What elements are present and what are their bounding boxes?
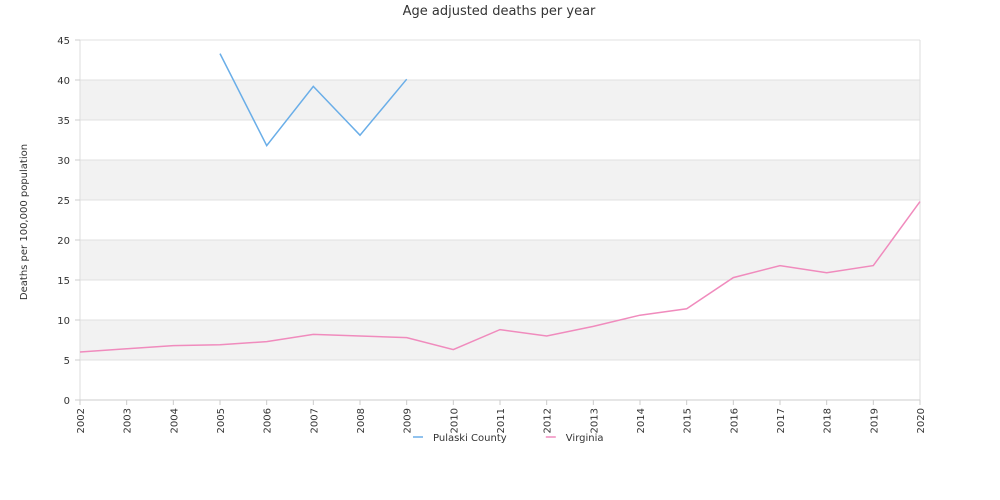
grid-band [80, 240, 920, 280]
grid-band [80, 320, 920, 360]
grid-band [80, 280, 920, 320]
x-tick-label: 2007 [309, 408, 320, 433]
grid-band [80, 40, 920, 80]
x-tick-label: 2009 [403, 408, 414, 433]
y-axis-ticks: 0 5 10 15 20 25 30 35 40 45 [57, 36, 80, 407]
x-tick-label: 2010 [449, 408, 460, 433]
y-tick-label: 10 [57, 316, 70, 327]
series-line-virginia [79, 201, 921, 353]
chart-title: Age adjusted deaths per year [403, 4, 596, 19]
x-tick-label: 2008 [356, 408, 367, 433]
x-tick-label: 2020 [916, 408, 927, 433]
grid-band [80, 80, 920, 120]
x-tick-label: 2016 [729, 408, 740, 433]
grid-band [80, 160, 920, 200]
x-tick-label: 2013 [589, 408, 600, 433]
legend-label: Virginia [566, 433, 604, 444]
grid-band [80, 360, 920, 400]
legend-label: Pulaski County [433, 433, 507, 444]
x-tick-label: 2003 [123, 408, 134, 433]
x-tick-label: 2019 [869, 408, 880, 433]
x-tick-label: 2002 [76, 408, 87, 433]
x-axis-ticks: 2002 2003 2004 2005 2006 2007 2008 2009 2010 2011… [76, 400, 927, 433]
x-tick-label: 2018 [823, 408, 834, 433]
x-tick-label: 2004 [169, 408, 180, 433]
x-tick-label: 2011 [496, 408, 507, 433]
x-tick-label: 2017 [776, 408, 787, 433]
series-lines [79, 53, 921, 353]
y-tick-label: 15 [57, 276, 70, 287]
grid-band [80, 200, 920, 240]
y-tick-label: 45 [57, 36, 70, 47]
x-tick-label: 2012 [543, 408, 554, 433]
x-tick-label: 2014 [636, 408, 647, 433]
y-tick-label: 5 [64, 356, 70, 367]
y-tick-label: 20 [57, 236, 70, 247]
y-axis-label: Deaths per 100,000 population [19, 144, 30, 300]
y-tick-label: 40 [57, 76, 70, 87]
y-tick-label: 0 [64, 396, 70, 407]
y-tick-label: 35 [57, 116, 70, 127]
y-tick-label: 25 [57, 196, 70, 207]
y-tick-label: 30 [57, 156, 70, 167]
x-tick-label: 2015 [683, 408, 694, 433]
legend: Pulaski County Virginia [413, 433, 604, 444]
grid-band [80, 120, 920, 160]
x-tick-label: 2006 [263, 408, 274, 433]
grid-bands [80, 40, 920, 400]
x-tick-label: 2005 [216, 408, 227, 433]
series-line-pulaski-county [219, 53, 408, 147]
